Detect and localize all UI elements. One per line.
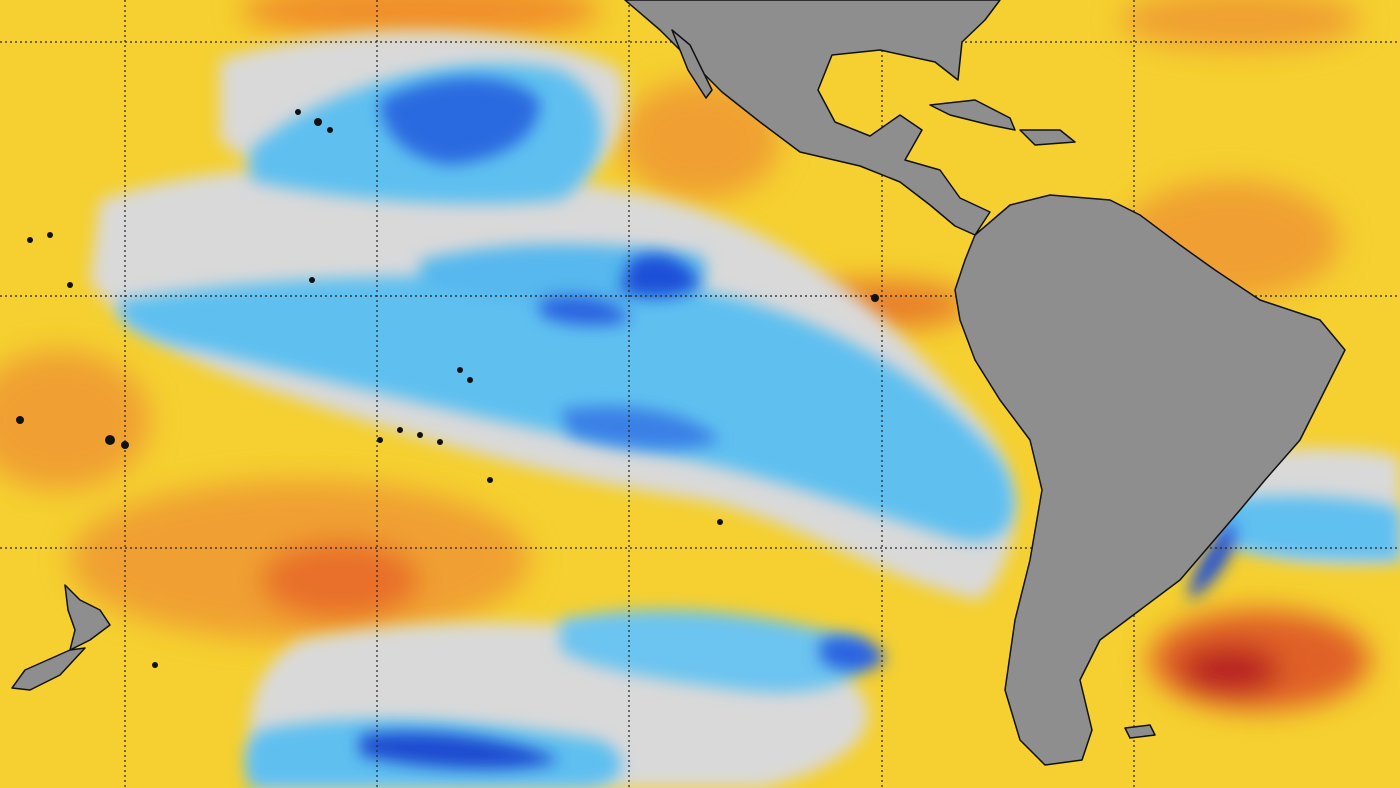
cuba [929, 99, 1016, 131]
warm-patch [1120, 0, 1360, 50]
island [309, 277, 315, 283]
island [397, 427, 403, 433]
warm-patch [620, 80, 780, 200]
cold-core [620, 254, 700, 297]
island [457, 367, 463, 373]
south-america [954, 194, 1346, 766]
warm-patch [240, 0, 600, 40]
island [152, 662, 158, 668]
island [717, 519, 723, 525]
island [327, 127, 333, 133]
island [105, 435, 115, 445]
island [16, 416, 24, 424]
new-zealand-north [64, 584, 111, 651]
new-zealand-south [11, 647, 86, 691]
cool-patch [118, 276, 1015, 542]
island [295, 109, 301, 115]
island [437, 439, 443, 445]
warm-patch [260, 540, 420, 620]
island [487, 477, 493, 483]
baja-california [671, 29, 713, 99]
island [121, 441, 129, 449]
island [417, 432, 423, 438]
cold-core [380, 77, 540, 165]
islands [16, 109, 879, 668]
island [314, 118, 322, 126]
cold-core [820, 636, 885, 672]
strong-cool-anomalies [360, 77, 1235, 770]
cool-patch [1220, 495, 1400, 560]
island [47, 232, 53, 238]
north-america [624, 0, 1001, 236]
hispaniola [1019, 129, 1076, 146]
cold-core [1189, 520, 1235, 600]
land [11, 0, 1346, 766]
warm-patch [0, 350, 150, 490]
falkland-islands [1124, 724, 1156, 739]
island [467, 377, 473, 383]
cold-core [360, 731, 560, 770]
island [377, 437, 383, 443]
warm-patch [1180, 645, 1280, 695]
cold-core [560, 406, 720, 450]
cold-core [540, 296, 630, 326]
cool-patch [560, 609, 864, 693]
island [67, 282, 73, 288]
island [27, 237, 33, 243]
island [871, 294, 879, 302]
